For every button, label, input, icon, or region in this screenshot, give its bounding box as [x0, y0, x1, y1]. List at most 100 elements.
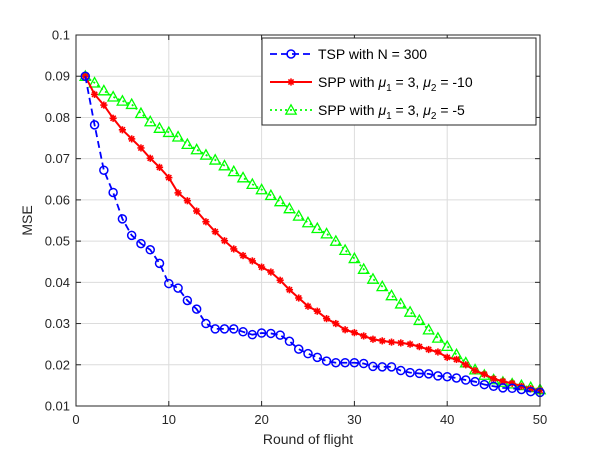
data-point [116, 94, 129, 106]
data-point [264, 188, 278, 201]
data-point [397, 339, 405, 347]
asterisk-stroke [314, 308, 321, 315]
series-layer [78, 69, 547, 398]
data-point [137, 144, 145, 152]
data-point [414, 368, 425, 379]
y-tick-label: 0.08 [45, 110, 70, 125]
y-tick-label: 0.05 [45, 234, 70, 249]
data-point [136, 238, 146, 249]
legend-label: SPP with μ1​ = 3, μ2​ = -5 [318, 102, 465, 122]
y-tick-label: 0.09 [45, 69, 70, 84]
data-point [507, 383, 517, 394]
data-point [292, 209, 306, 221]
data-point [301, 216, 315, 228]
y-tick-label: 0.04 [45, 275, 70, 290]
x-axis-label: Round of flight [263, 431, 353, 447]
data-point [431, 331, 445, 343]
data-point [173, 283, 183, 293]
data-point [320, 227, 333, 239]
asterisk-stroke [258, 263, 265, 271]
data-point [117, 214, 128, 224]
data-point [97, 84, 111, 96]
data-point [174, 189, 182, 197]
data-point [479, 379, 490, 390]
data-point [246, 177, 259, 190]
asterisk-stroke [91, 91, 98, 98]
data-point [452, 355, 461, 364]
asterisk-stroke [212, 228, 219, 235]
series-1 [80, 71, 545, 398]
asterisk-stroke [444, 354, 451, 361]
data-point [211, 228, 219, 236]
asterisk-stroke [267, 268, 275, 276]
data-point [201, 318, 211, 329]
data-point [443, 353, 451, 361]
data-point [202, 218, 210, 226]
asterisk-stroke [406, 341, 414, 348]
asterisk-stroke [109, 115, 117, 122]
data-point [165, 174, 173, 182]
data-point [248, 257, 256, 265]
asterisk-stroke [425, 346, 432, 353]
data-point [312, 352, 323, 363]
data-point [394, 297, 408, 309]
data-point [488, 381, 499, 391]
data-point [109, 114, 117, 122]
data-point [442, 371, 452, 382]
data-point [470, 376, 480, 387]
data-point [182, 295, 193, 306]
asterisk-stroke [295, 294, 302, 302]
data-point [341, 326, 349, 334]
legend-marker [284, 103, 298, 115]
data-point [425, 345, 433, 354]
asterisk-stroke [230, 245, 237, 253]
asterisk-stroke [165, 174, 172, 181]
asterisk-stroke [119, 126, 126, 133]
data-point [295, 294, 303, 302]
legend-label: TSP with N = 300 [318, 46, 427, 62]
data-point [378, 337, 386, 345]
data-point [238, 327, 248, 337]
data-point [385, 288, 398, 301]
plot-frame [75, 34, 541, 407]
data-point [171, 130, 185, 142]
asterisk-stroke [462, 361, 469, 368]
data-point [422, 323, 435, 335]
data-point [423, 369, 434, 379]
asterisk-stroke [287, 78, 295, 86]
asterisk-stroke [174, 189, 182, 197]
x-tick-label: 0 [72, 412, 79, 427]
data-point [266, 328, 276, 339]
data-point [415, 343, 423, 351]
data-point [461, 375, 471, 385]
asterisk-stroke [239, 252, 247, 259]
asterisk-stroke [453, 356, 460, 363]
data-point [90, 90, 99, 98]
data-point [304, 302, 312, 310]
asterisk-stroke [193, 207, 200, 215]
legend-entry: TSP with N = 300 [270, 46, 427, 62]
asterisk-stroke [323, 315, 330, 322]
x-tick-label: 20 [254, 412, 268, 427]
data-point [303, 348, 313, 359]
data-point [369, 335, 377, 343]
asterisk-stroke [434, 348, 442, 356]
legend-marker [287, 78, 295, 86]
data-point [153, 121, 166, 133]
data-point [322, 315, 331, 323]
asterisk-stroke [481, 371, 488, 378]
x-tick-label: 30 [347, 412, 361, 427]
data-point [80, 71, 91, 81]
asterisk-stroke [341, 326, 349, 333]
y-tick-label: 0.03 [45, 316, 70, 331]
data-point [434, 348, 442, 356]
data-point [220, 237, 229, 245]
legend: TSP with N = 300 SPP with μ1​ = 3, μ2​ = … [261, 37, 537, 126]
y-tick-label: 0.06 [45, 192, 70, 207]
data-point [358, 358, 369, 369]
data-point [275, 330, 285, 340]
data-point [99, 165, 109, 175]
data-point [406, 340, 414, 348]
data-point [89, 120, 100, 130]
data-point [377, 362, 387, 372]
